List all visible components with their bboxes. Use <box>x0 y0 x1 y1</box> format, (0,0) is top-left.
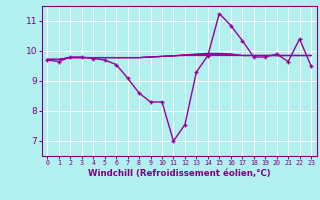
X-axis label: Windchill (Refroidissement éolien,°C): Windchill (Refroidissement éolien,°C) <box>88 169 270 178</box>
